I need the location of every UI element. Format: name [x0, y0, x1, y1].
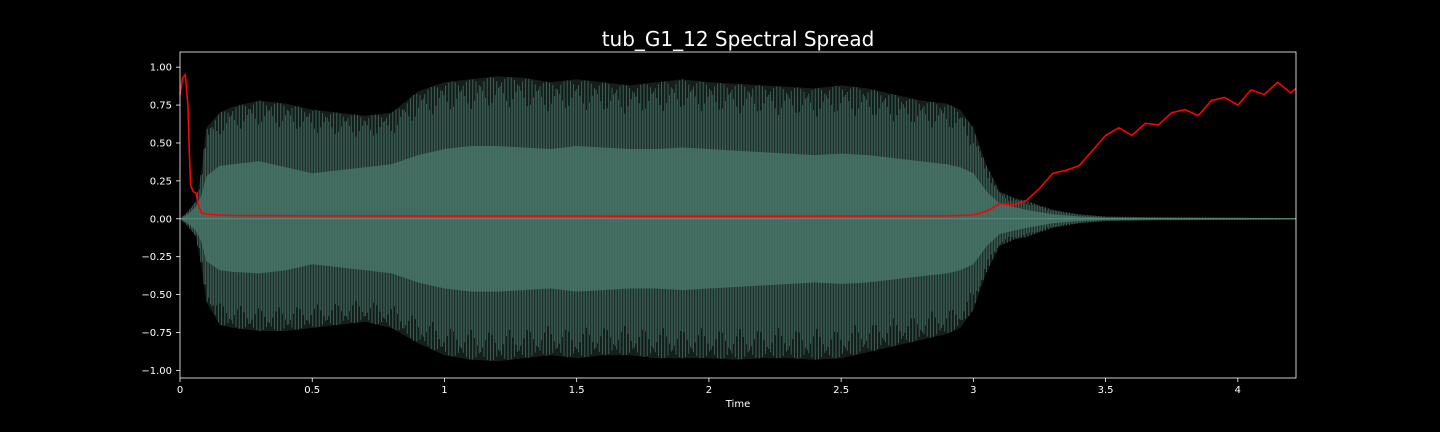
x-tick-label: 3.5	[1098, 385, 1114, 396]
plot-frame	[179, 51, 1297, 379]
x-axis-label: Time	[725, 399, 750, 410]
chart-title: tub_G1_12 Spectral Spread	[602, 27, 875, 51]
x-tick-label: 1.5	[569, 385, 585, 396]
y-tick-label: 0.50	[150, 138, 172, 149]
plot-area	[179, 72, 1297, 362]
y-tick-label: −0.75	[141, 328, 172, 339]
waveform-series	[180, 76, 1296, 362]
x-tick-label: 0	[177, 385, 183, 396]
y-tick-label: 1.00	[150, 63, 172, 74]
spectral-spread-line	[179, 72, 1297, 218]
x-tick-label: 2.5	[833, 385, 849, 396]
x-tick-label: 3	[970, 385, 976, 396]
x-axis: 0 0.5 1 1.5 2 2.5 3 3.5 4	[177, 378, 1241, 396]
y-tick-label: 0.75	[150, 101, 172, 112]
x-tick-label: 2	[706, 385, 712, 396]
y-tick-label: −0.50	[141, 290, 172, 301]
y-tick-label: −1.00	[141, 366, 172, 377]
x-tick-label: 1	[441, 385, 447, 396]
x-tick-label: 4	[1235, 385, 1241, 396]
y-axis: 1.00 0.75 0.50 0.25 0.00 −0.25 −0.50 −0.75 −1.00	[141, 63, 180, 377]
x-tick-label: 0.5	[304, 385, 320, 396]
y-tick-label: 0.25	[150, 176, 172, 187]
y-tick-label: 0.00	[150, 214, 172, 225]
y-tick-label: −0.25	[141, 252, 172, 263]
